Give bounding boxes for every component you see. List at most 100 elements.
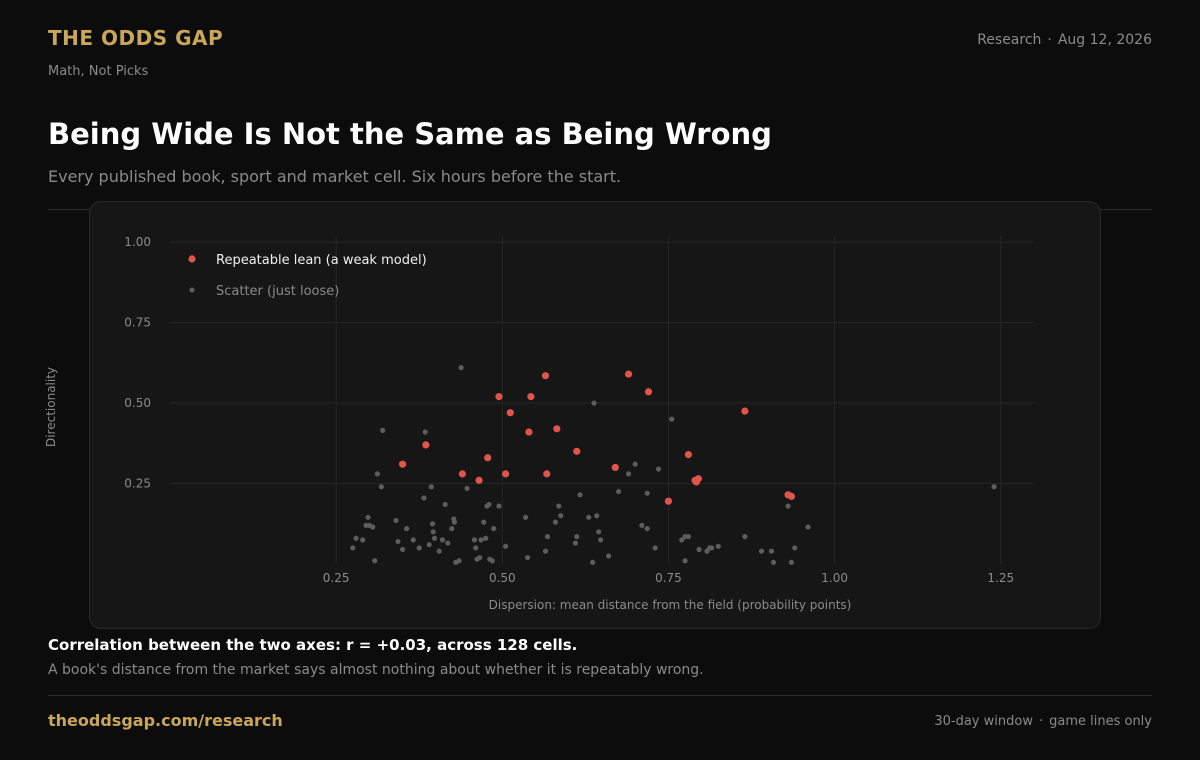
scatter-point [404,525,410,532]
scatter-point [456,558,462,564]
x-tick-label: 1.00 [821,571,848,585]
lean-point [573,447,581,455]
scatter-point [442,501,448,508]
y-tick-label: 0.50 [124,396,151,410]
scatter-point [522,514,529,520]
scatter-point [644,525,650,532]
scatter-point [436,548,442,554]
lean-point [422,441,430,449]
scatter-point [430,529,436,535]
y-tick-label: 1.00 [124,235,151,249]
scatter-point [572,540,579,546]
lean-point [506,409,514,417]
scatter-point [558,513,564,519]
scatter-point [524,554,531,561]
scatter-point [421,495,427,501]
scatter-point [365,514,371,520]
x-tick-label: 0.50 [489,571,516,585]
lean-point [525,428,533,436]
y-axis-label: Directionality [44,367,58,447]
scatter-point [544,534,551,540]
scatter-point [785,503,791,509]
scatter-point [380,427,386,434]
scatter-point [496,503,502,509]
scatter-point [742,534,748,540]
scatter-point [709,545,715,551]
scope-label: game lines only [1049,714,1152,729]
scatter-point [788,559,795,565]
lean-point [527,393,535,401]
scatter-point [542,548,549,554]
lean-point [475,476,483,484]
page-subtitle: Every published book, sport and market c… [48,167,622,186]
lean-point [543,470,551,478]
scatter-point [489,558,495,564]
scatter-point [652,545,658,551]
scatter-point [374,471,380,477]
brand-tagline: Math, Not Picks [48,64,149,79]
scatter-point [464,485,470,491]
page-title: Being Wide Is Not the Same as Being Wron… [48,117,772,151]
scatter-point [632,461,638,467]
scatter-point [805,524,811,530]
scatter-point [360,537,366,543]
scatter-point [370,524,376,530]
scatter-point [431,535,438,541]
lean-point [611,463,619,472]
scatter-point [596,529,602,535]
scatter-point [429,521,436,527]
scatter-point [644,490,650,496]
y-tick-label: 0.25 [124,477,151,491]
y-tick-label: 0.75 [124,316,151,330]
scatter-point [669,416,675,422]
scatter-point [428,484,434,490]
scatter-point [393,517,399,524]
finding-title: Correlation between the two axes: r = +0… [48,636,578,654]
legend-marker-scatter [189,287,195,293]
scatter-point [473,545,479,551]
scatter-point [422,429,428,435]
section-label[interactable]: Research [977,32,1042,48]
scatter-point [416,545,422,551]
scatter-point [655,466,662,472]
publish-date: Aug 12, 2026 [1057,32,1152,48]
lean-point [502,470,510,478]
lean-point [624,370,633,378]
meta-separator: · [1047,32,1052,48]
scatter-point [483,535,489,541]
scatter-point [439,537,446,543]
lean-point [787,492,796,500]
scatter-point [768,548,775,554]
scatter-point [410,537,416,543]
footer-separator: · [1038,714,1044,729]
scatter-point [696,546,702,553]
scatter-point [477,554,483,561]
scatter-point [458,365,464,371]
scatter-point [991,484,997,490]
chart-card: 0.25 0.50 0.75 1.00 1.25 0.25 0.50 0.75 1.00 Rep… [44,201,1101,629]
footer-note: 30-day window · game lines only [934,714,1152,729]
scatter-point [445,540,451,546]
legend-label-scatter: Scatter (just loose) [216,284,339,299]
scatter-point [685,534,692,540]
scatter-point [598,537,604,543]
scatter-point [378,484,384,490]
scatter-point [350,545,356,551]
scatter-point [616,488,622,495]
scatter-point [481,519,487,525]
lean-point [644,388,653,396]
scatter-point [758,548,765,554]
article-meta: Research · Aug 12, 2026 [977,32,1152,48]
scatter-point [491,525,497,532]
scatter-point [451,519,458,525]
lean-point [741,407,749,415]
scatter-point [471,537,477,543]
scatter-point [639,522,645,528]
footer-link[interactable]: theoddsgap.com/research [48,711,283,730]
scatter-point [715,543,721,549]
brand-logo[interactable]: THE ODDS GAP [48,26,224,50]
scatter-point [400,546,406,553]
lean-point [553,425,561,433]
x-tick-label: 1.25 [987,571,1014,585]
lean-point [694,475,702,483]
